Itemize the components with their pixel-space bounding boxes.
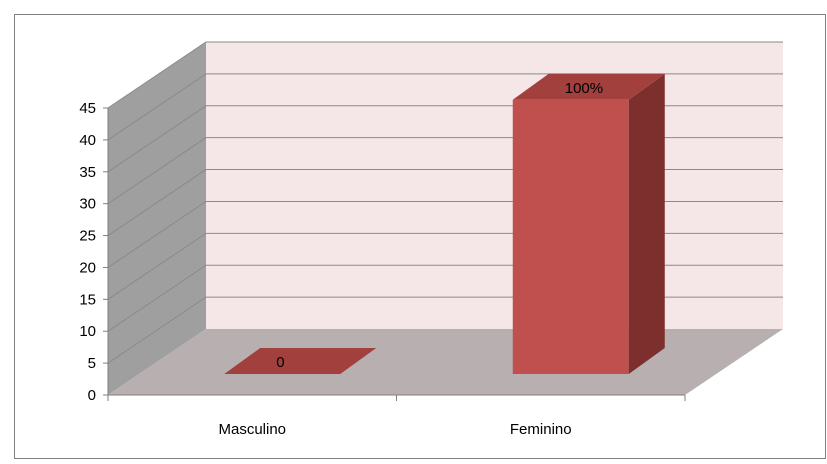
side-wall — [108, 42, 206, 395]
bars: 0 100% — [224, 73, 665, 374]
y-tick-label: 10 — [79, 323, 96, 340]
x-axis-category-labels: Masculino Feminino — [218, 421, 571, 438]
y-tick-label: 5 — [88, 355, 96, 372]
axes — [103, 107, 686, 401]
bar-top — [512, 73, 665, 100]
bar-data-label: 100% — [565, 80, 603, 97]
y-tick-label: 40 — [79, 132, 96, 149]
bar-top — [224, 348, 377, 374]
y-tick-label: 20 — [79, 259, 96, 276]
x-category-label: Feminino — [510, 421, 572, 438]
bar-front — [512, 99, 629, 374]
bar-side — [628, 73, 665, 374]
bar-data-label: 0 — [276, 354, 284, 371]
y-tick-label: 45 — [79, 100, 96, 117]
y-tick-label: 25 — [79, 228, 96, 245]
y-tick-label: 15 — [79, 291, 96, 308]
y-tick-label: 0 — [88, 387, 96, 404]
y-axis-tick-labels: 0 5 10 15 20 25 30 35 40 45 — [79, 100, 96, 404]
y-tick-label: 35 — [79, 164, 96, 181]
floor — [108, 329, 783, 395]
y-tick-label: 30 — [79, 196, 96, 213]
back-wall — [206, 42, 783, 329]
x-category-label: Masculino — [218, 421, 286, 438]
chart-walls — [108, 42, 783, 395]
